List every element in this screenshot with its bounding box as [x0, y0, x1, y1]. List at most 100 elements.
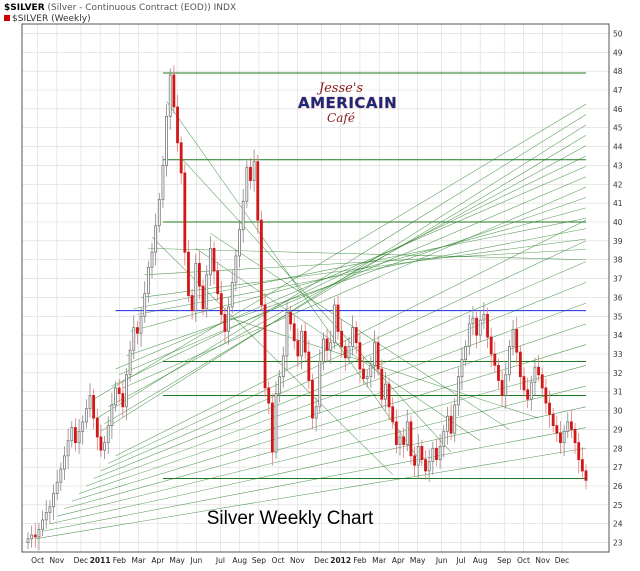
candle-up [241, 200, 245, 230]
candle-down [99, 436, 103, 451]
candle-down [121, 393, 125, 408]
candle-up [143, 293, 147, 317]
trend-line [144, 249, 587, 276]
candle-down [33, 534, 37, 538]
candle-up [48, 506, 52, 513]
y-tick-label: 42 [613, 180, 623, 189]
candle-down [394, 421, 398, 445]
candle-down [435, 447, 438, 460]
candle-down [540, 374, 544, 389]
y-tick-label: 33 [613, 350, 623, 359]
x-tick-label: 2012 [330, 556, 351, 565]
y-tick-label: 37 [613, 275, 623, 284]
x-tick-label: Mar [372, 556, 387, 565]
candle-up [77, 430, 81, 444]
x-tick-label: Jun [435, 556, 448, 565]
candle-up [227, 306, 230, 332]
candle-up [114, 387, 117, 406]
chart-header: $SILVER (Silver - Continuous Contract (E… [4, 3, 236, 13]
x-tick-label: Sep [497, 556, 511, 565]
y-tick-label: 29 [613, 425, 623, 434]
candle-up [464, 346, 468, 361]
candle-down [343, 346, 347, 359]
candle-down [551, 413, 555, 427]
y-tick-label: 39 [613, 237, 623, 246]
candle-down [187, 251, 190, 296]
candle-down [270, 402, 274, 453]
candle-up [110, 404, 114, 427]
trend-line [93, 103, 587, 400]
candle-up [194, 263, 198, 312]
candle-up [529, 381, 533, 400]
trend-line [64, 365, 587, 509]
candle-down [537, 366, 540, 376]
x-tick-label: Aug [232, 556, 247, 565]
candle-up [373, 342, 376, 366]
candle-up [238, 229, 241, 257]
x-tick-label: Nov [535, 556, 550, 565]
x-tick-label: Feb [353, 556, 367, 565]
candle-down [296, 340, 300, 357]
candle-up [168, 74, 172, 117]
candle-up [30, 534, 34, 540]
candle-up [157, 198, 161, 227]
candle-down [391, 406, 395, 423]
candle-up [322, 338, 325, 362]
candle-up [398, 436, 402, 445]
candle-down [136, 327, 139, 334]
candle-down [526, 389, 530, 400]
candle-down [573, 429, 577, 444]
candle-down [216, 270, 220, 295]
candle-down [260, 219, 263, 306]
candle-down [420, 445, 424, 460]
trend-line [148, 248, 587, 260]
y-tick-label: 31 [613, 388, 623, 397]
candle-up [511, 329, 515, 347]
candle-up [41, 519, 44, 530]
candle-up [132, 327, 136, 351]
candle-up [52, 493, 55, 508]
candle-up [230, 281, 234, 308]
x-tick-label: Dec [314, 556, 329, 565]
logo-line-2: AMERICAIN [298, 94, 398, 112]
y-tick-label: 27 [613, 463, 623, 472]
candle-down [475, 317, 478, 336]
trend-line [104, 135, 587, 425]
candle-up [300, 330, 303, 357]
candle-down [354, 327, 358, 344]
x-axis: Oct Nov Dec 2011 Feb Mar Apr May Jun Jul Aug Sep Oct… [31, 556, 569, 565]
y-tick-label: 36 [613, 293, 623, 302]
candle-up [63, 455, 66, 470]
candle-up [562, 430, 566, 444]
plot-frame [21, 23, 610, 553]
candle-up [161, 165, 165, 200]
candle-up [88, 395, 92, 410]
candle-down [267, 387, 271, 404]
candle-down [544, 387, 548, 404]
candle-up [467, 323, 471, 347]
x-tick-label: Oct [517, 556, 530, 565]
candle-down [559, 432, 562, 444]
x-tick-label: Dec [555, 556, 570, 565]
candle-up [139, 315, 143, 334]
candle-down [172, 74, 176, 108]
x-tick-label: Jun [190, 556, 203, 565]
candle-down [449, 415, 453, 434]
trend-line [100, 261, 587, 472]
series-label: $SILVER (Weekly) [12, 14, 91, 24]
candle-up [369, 364, 373, 378]
trend-line [151, 236, 393, 475]
candle-up [26, 538, 30, 543]
y-tick-label: 35 [613, 312, 623, 321]
candle-up [314, 406, 318, 419]
candle-down [358, 342, 362, 370]
candle-up [125, 374, 128, 408]
candle-up [208, 247, 212, 276]
candle-up [234, 255, 238, 283]
x-tick-label: Jul [455, 556, 465, 565]
x-tick-label: Aug [473, 556, 488, 565]
candle-up [59, 468, 63, 483]
candle-down [489, 336, 493, 355]
logo-line-3: Café [327, 111, 355, 125]
